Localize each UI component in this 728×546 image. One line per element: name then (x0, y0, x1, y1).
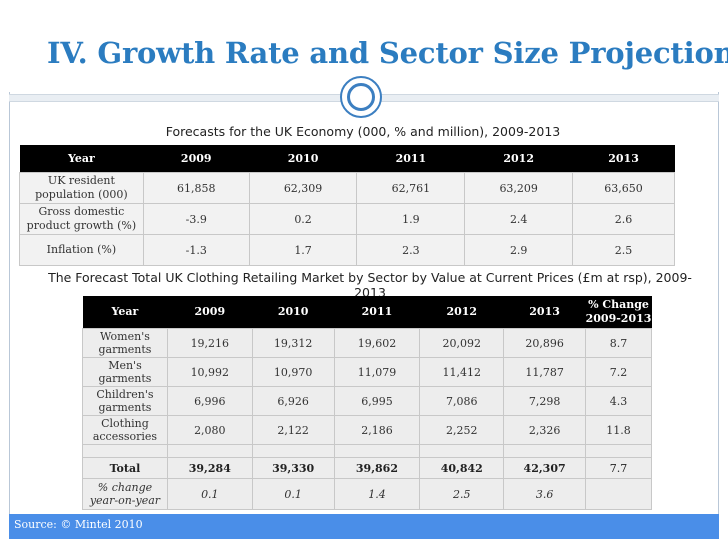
row-label: % change year-on-year (82, 478, 168, 510)
table-cell: 11,787 (503, 357, 587, 387)
column-header: 2013 (503, 296, 586, 329)
table-cell: 10,970 (251, 357, 335, 387)
table-cell: 19,312 (251, 328, 335, 358)
table-cell: 39,862 (333, 457, 421, 479)
table-cell: 7,298 (503, 386, 587, 416)
table-cell: 7.2 (585, 357, 652, 387)
table-cell: 7,086 (419, 386, 505, 416)
table-cell: -1.3 (142, 234, 250, 266)
total-row: Total 39,284 39,330 39,862 40,842 42,307… (82, 457, 652, 479)
table-cell: 19,602 (333, 328, 421, 358)
table-cell: 2.3 (356, 234, 466, 266)
table-cell: 0.1 (166, 478, 253, 510)
table-cell: 62,761 (356, 172, 466, 204)
table-cell: 2.5 (572, 234, 675, 266)
clothing-market-forecast-table: Year 2009 2010 2011 2012 2013 % Change 2… (82, 296, 652, 510)
row-label: Gross domestic product growth (%) (19, 203, 144, 235)
table-cell: 2,186 (333, 415, 421, 445)
table-cell: 2.9 (464, 234, 574, 266)
source-text: Source: © Mintel 2010 (14, 518, 143, 531)
table-cell: 6,996 (166, 386, 253, 416)
slide-title: IV. Growth Rate and Sector Size Projecti… (47, 36, 728, 70)
table-cell: 7.7 (585, 457, 652, 479)
table-cell: 10,992 (166, 357, 253, 387)
column-header: 2012 (419, 296, 504, 329)
column-header: 2013 (572, 145, 675, 173)
table-cell: 2.6 (572, 203, 675, 235)
table-cell: 1.7 (248, 234, 358, 266)
table-header-row: Year 2009 2010 2011 2012 2013 % Change 2… (82, 296, 652, 329)
table-cell: -3.9 (142, 203, 250, 235)
table-cell: 2,080 (166, 415, 253, 445)
table-cell: 20,896 (503, 328, 587, 358)
column-header: 2009 (143, 145, 250, 173)
column-header: % Change 2009-2013 (585, 296, 652, 329)
table-row: Clothing accessories 2,080 2,122 2,186 2… (82, 415, 652, 445)
table-row: Women's garments 19,216 19,312 19,602 20… (82, 328, 652, 358)
row-label: UK resident population (000) (19, 172, 144, 204)
table-row: Inflation (%) -1.3 1.7 2.3 2.9 2.5 (19, 234, 675, 266)
table-cell: 3.6 (503, 478, 587, 510)
row-label: Total (82, 457, 168, 479)
table-cell: 2,326 (503, 415, 587, 445)
table-header-row: Year 2009 2010 2011 2012 2013 (19, 145, 675, 173)
table-cell: 42,307 (503, 457, 587, 479)
table-cell: 2,252 (419, 415, 505, 445)
spacer-row (82, 444, 652, 458)
row-label: Women's garments (82, 328, 168, 358)
table-cell: 8.7 (585, 328, 652, 358)
table-cell: 1.9 (356, 203, 466, 235)
table-cell: 63,209 (464, 172, 574, 204)
table-cell: 1.4 (333, 478, 421, 510)
table-row: Children's garments 6,996 6,926 6,995 7,… (82, 386, 652, 416)
table-row: Men's garments 10,992 10,970 11,079 11,4… (82, 357, 652, 387)
table-cell: 4.3 (585, 386, 652, 416)
table-cell: 63,650 (572, 172, 675, 204)
column-header: 2010 (249, 145, 357, 173)
table-cell: 0.2 (248, 203, 358, 235)
table-cell: 40,842 (419, 457, 505, 479)
column-header: Year (82, 296, 168, 329)
table-cell: 2.5 (419, 478, 505, 510)
row-label: Inflation (%) (19, 234, 144, 266)
source-bar (9, 514, 719, 539)
table-cell: 6,926 (251, 386, 335, 416)
table-cell: 11,079 (333, 357, 421, 387)
table-cell: 6,995 (333, 386, 421, 416)
table-cell: 20,092 (419, 328, 505, 358)
table-cell: 11,412 (419, 357, 505, 387)
table-row: Gross domestic product growth (%) -3.9 0… (19, 203, 675, 235)
table-cell: 39,330 (251, 457, 335, 479)
table-cell: 39,284 (166, 457, 253, 479)
pct-change-row: % change year-on-year 0.1 0.1 1.4 2.5 3.… (82, 478, 652, 510)
table-cell: 2.4 (464, 203, 574, 235)
table-row: UK resident population (000) 61,858 62,3… (19, 172, 675, 204)
column-header: Year (19, 145, 144, 173)
uk-economy-forecast-table: Year 2009 2010 2011 2012 2013 UK residen… (19, 145, 675, 266)
row-label: Men's garments (82, 357, 168, 387)
table-cell: 0.1 (251, 478, 335, 510)
column-header: 2011 (356, 145, 465, 173)
table-cell (585, 478, 652, 510)
column-header: 2012 (464, 145, 573, 173)
row-label: Children's garments (82, 386, 168, 416)
circle-ornament-icon (340, 76, 382, 118)
table-cell: 2,122 (251, 415, 335, 445)
row-label: Clothing accessories (82, 415, 168, 445)
table-cell: 61,858 (142, 172, 250, 204)
column-header: 2009 (167, 296, 253, 329)
column-header: 2011 (334, 296, 420, 329)
table-cell: 19,216 (166, 328, 253, 358)
table-cell: 62,309 (248, 172, 358, 204)
table1-caption: Forecasts for the UK Economy (000, % and… (165, 124, 561, 139)
column-header: 2010 (252, 296, 335, 329)
table-cell: 11.8 (585, 415, 652, 445)
